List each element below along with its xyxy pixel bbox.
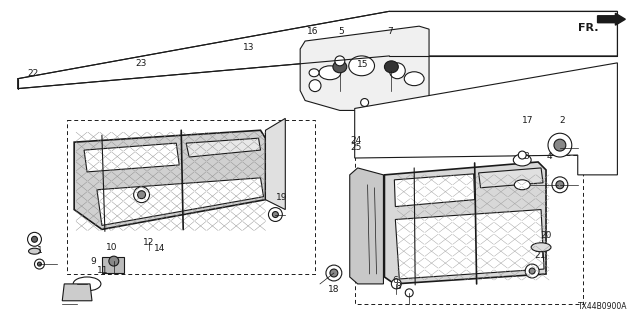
Polygon shape bbox=[479, 168, 543, 188]
Polygon shape bbox=[62, 284, 92, 301]
FancyArrow shape bbox=[598, 13, 625, 25]
Ellipse shape bbox=[531, 243, 551, 252]
Ellipse shape bbox=[73, 277, 101, 291]
Circle shape bbox=[389, 63, 405, 79]
Polygon shape bbox=[18, 11, 618, 89]
Ellipse shape bbox=[29, 248, 40, 254]
Text: 25: 25 bbox=[351, 143, 362, 152]
Text: FR.: FR. bbox=[578, 23, 598, 33]
Circle shape bbox=[361, 99, 369, 107]
Text: 14: 14 bbox=[154, 244, 166, 253]
Circle shape bbox=[335, 56, 345, 66]
Circle shape bbox=[138, 191, 145, 199]
Ellipse shape bbox=[319, 66, 341, 80]
Text: 18: 18 bbox=[328, 285, 340, 294]
Ellipse shape bbox=[309, 69, 319, 77]
Bar bbox=[355, 155, 582, 304]
Circle shape bbox=[518, 151, 526, 159]
Circle shape bbox=[268, 208, 282, 221]
Text: 9: 9 bbox=[90, 257, 96, 266]
Text: 6: 6 bbox=[392, 276, 397, 285]
Circle shape bbox=[28, 232, 42, 246]
Ellipse shape bbox=[515, 180, 530, 190]
Circle shape bbox=[548, 133, 572, 157]
Ellipse shape bbox=[349, 56, 374, 76]
Text: 21: 21 bbox=[534, 251, 546, 260]
Polygon shape bbox=[84, 143, 179, 172]
Polygon shape bbox=[186, 138, 260, 157]
Circle shape bbox=[326, 265, 342, 281]
Circle shape bbox=[31, 236, 38, 242]
Ellipse shape bbox=[513, 154, 531, 166]
Text: 1: 1 bbox=[36, 246, 42, 255]
Text: 23: 23 bbox=[136, 59, 147, 68]
Polygon shape bbox=[385, 162, 546, 284]
Circle shape bbox=[35, 259, 44, 269]
Polygon shape bbox=[74, 130, 266, 229]
Circle shape bbox=[552, 177, 568, 193]
Text: 8: 8 bbox=[396, 282, 401, 292]
Text: 15: 15 bbox=[357, 60, 369, 69]
Polygon shape bbox=[266, 118, 285, 210]
Text: 24: 24 bbox=[351, 136, 362, 146]
Text: 12: 12 bbox=[143, 238, 154, 247]
Circle shape bbox=[525, 264, 539, 278]
Ellipse shape bbox=[404, 72, 424, 86]
Text: 4: 4 bbox=[547, 152, 552, 161]
Circle shape bbox=[109, 256, 119, 266]
Circle shape bbox=[134, 187, 150, 203]
Text: 19: 19 bbox=[276, 193, 287, 202]
Ellipse shape bbox=[385, 61, 398, 73]
Circle shape bbox=[529, 268, 535, 274]
Circle shape bbox=[556, 181, 564, 189]
Circle shape bbox=[273, 212, 278, 218]
Text: 2: 2 bbox=[560, 116, 566, 125]
Polygon shape bbox=[355, 63, 618, 175]
Polygon shape bbox=[394, 174, 475, 207]
Text: 13: 13 bbox=[243, 43, 254, 52]
Polygon shape bbox=[300, 26, 429, 110]
Text: 3: 3 bbox=[523, 152, 529, 161]
Text: 16: 16 bbox=[307, 27, 318, 36]
Polygon shape bbox=[97, 178, 264, 225]
Ellipse shape bbox=[333, 61, 347, 73]
Text: 22: 22 bbox=[28, 69, 39, 78]
Bar bbox=[67, 120, 315, 274]
Circle shape bbox=[405, 289, 413, 297]
Text: 17: 17 bbox=[522, 116, 533, 125]
Text: 7: 7 bbox=[387, 27, 393, 36]
Circle shape bbox=[330, 269, 338, 277]
Bar bbox=[102, 257, 124, 273]
Polygon shape bbox=[396, 210, 544, 279]
Text: 20: 20 bbox=[541, 231, 552, 240]
Circle shape bbox=[38, 262, 42, 266]
Circle shape bbox=[309, 80, 321, 92]
Circle shape bbox=[554, 139, 566, 151]
Text: 5: 5 bbox=[339, 27, 344, 36]
Text: TX44B0900A: TX44B0900A bbox=[578, 302, 627, 311]
Text: 10: 10 bbox=[106, 243, 118, 252]
Text: 11: 11 bbox=[97, 266, 108, 275]
Circle shape bbox=[392, 279, 401, 289]
Polygon shape bbox=[349, 168, 383, 284]
